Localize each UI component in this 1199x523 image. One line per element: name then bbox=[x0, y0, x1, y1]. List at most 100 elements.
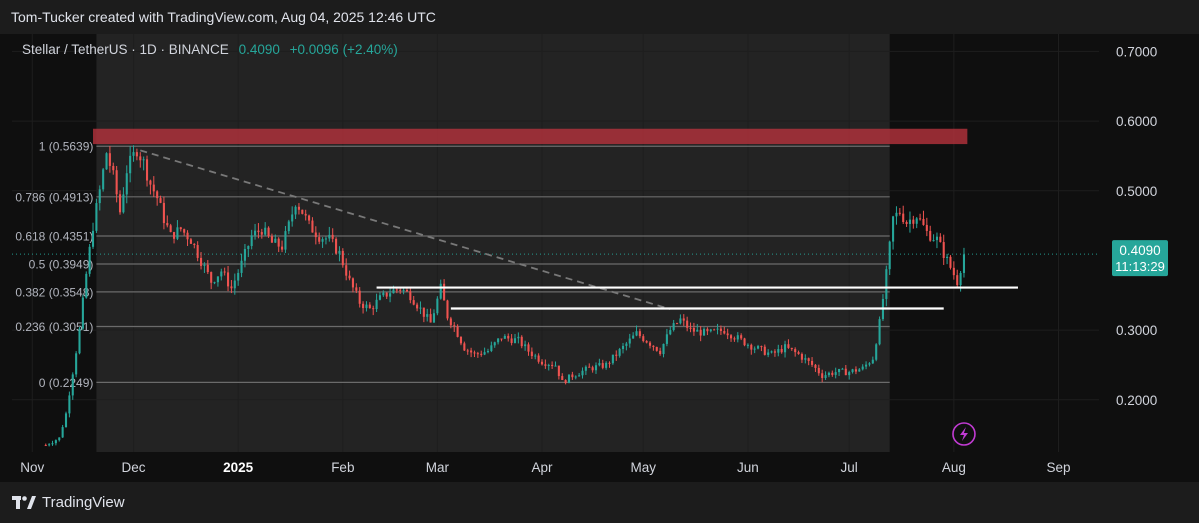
candle-body bbox=[706, 328, 709, 332]
candle-body bbox=[635, 331, 638, 336]
candle-body bbox=[699, 329, 702, 336]
candle-body bbox=[203, 264, 206, 266]
candle-body bbox=[939, 236, 942, 243]
candle-body bbox=[139, 156, 142, 161]
descending-trendline[interactable] bbox=[140, 149, 671, 311]
candle-body bbox=[270, 236, 273, 243]
candle-body bbox=[135, 152, 138, 157]
candle-body bbox=[402, 289, 405, 291]
candle-body bbox=[287, 221, 290, 232]
price-chart[interactable]: 1 (0.5639) 0.786 (0.4913) 0.618 (0.4351) 0.… bbox=[0, 34, 1199, 482]
candle-body bbox=[132, 152, 135, 156]
candle-body bbox=[510, 338, 513, 344]
candle-body bbox=[858, 369, 861, 372]
candle-body bbox=[757, 346, 760, 349]
candle-body bbox=[304, 213, 307, 216]
candle-body bbox=[48, 444, 51, 446]
fib-level-label: 0.786 (0.4913) bbox=[15, 190, 93, 204]
candle-body bbox=[412, 300, 415, 305]
candle-body bbox=[422, 307, 425, 317]
candle-body bbox=[686, 320, 689, 328]
tradingview-logo[interactable]: TradingView bbox=[12, 494, 125, 511]
candle-body bbox=[584, 366, 587, 371]
candle-body bbox=[659, 350, 662, 355]
candle-body bbox=[446, 300, 449, 319]
candle-body bbox=[767, 352, 770, 355]
candle-body bbox=[598, 363, 601, 366]
candle-body bbox=[740, 335, 743, 339]
candle-body bbox=[908, 219, 912, 224]
candle-body bbox=[750, 344, 753, 350]
candle-body bbox=[912, 219, 915, 224]
candle-body bbox=[223, 271, 226, 273]
candle-body bbox=[790, 347, 793, 350]
candle-body bbox=[527, 344, 530, 352]
candle-body bbox=[851, 369, 854, 373]
lightning-glyph bbox=[959, 427, 968, 441]
candle-body bbox=[949, 256, 952, 268]
candle-body bbox=[243, 249, 246, 261]
candle-body bbox=[264, 227, 267, 235]
candle-body bbox=[736, 335, 739, 340]
legend-symbol: Stellar / TetherUS · 1D · BINANCE bbox=[22, 42, 229, 57]
candle-body bbox=[476, 353, 479, 355]
candle-body bbox=[372, 308, 375, 310]
candle-body bbox=[942, 242, 945, 258]
time-axis-label: Aug bbox=[942, 460, 966, 475]
candle-body bbox=[905, 222, 908, 224]
candle-body bbox=[895, 212, 898, 217]
candle-body bbox=[426, 314, 429, 317]
candle-body bbox=[746, 344, 749, 346]
candle-body bbox=[176, 227, 179, 239]
candle-body bbox=[436, 298, 439, 314]
candle-body bbox=[618, 349, 621, 356]
time-axis-label: Mar bbox=[426, 460, 450, 475]
candle-body bbox=[834, 372, 837, 375]
candle-body bbox=[621, 345, 625, 350]
fib-level-label: 0 (0.2249) bbox=[39, 376, 94, 390]
candle-body bbox=[91, 230, 95, 247]
candle-body bbox=[389, 293, 392, 297]
candle-body bbox=[328, 234, 331, 239]
candle-body bbox=[189, 239, 192, 244]
price-axis-label: 0.7000 bbox=[1116, 44, 1157, 59]
resistance-zone[interactable] bbox=[93, 128, 968, 145]
candle-body bbox=[524, 344, 527, 347]
candle-body bbox=[817, 367, 820, 374]
candle-body bbox=[277, 238, 280, 247]
candle-body bbox=[652, 345, 655, 347]
candle-body bbox=[493, 342, 496, 346]
candle-body bbox=[655, 346, 658, 351]
legend-last-price: 0.4090 bbox=[238, 42, 280, 57]
candle-body bbox=[581, 370, 584, 376]
candle-body bbox=[871, 359, 874, 364]
candle-body bbox=[784, 344, 787, 353]
candle-body bbox=[838, 368, 841, 373]
candle-body bbox=[662, 343, 665, 355]
candle-body bbox=[723, 331, 726, 334]
candle-body bbox=[530, 351, 533, 357]
candle-body bbox=[557, 365, 560, 377]
candle-body bbox=[166, 223, 169, 226]
lightning-icon[interactable] bbox=[952, 422, 976, 446]
candle-body bbox=[682, 318, 685, 321]
candle-body bbox=[216, 276, 219, 283]
candle-body bbox=[419, 307, 422, 309]
candle-body bbox=[355, 287, 358, 291]
candle-body bbox=[503, 335, 506, 339]
candle-body bbox=[159, 198, 162, 203]
candle-body bbox=[517, 336, 520, 339]
candle-body bbox=[554, 365, 557, 367]
candle-body bbox=[98, 189, 101, 204]
candle-body bbox=[844, 368, 847, 376]
candle-body bbox=[486, 351, 490, 353]
candle-body bbox=[919, 218, 922, 220]
candle-body bbox=[51, 443, 54, 445]
time-axis-label: Dec bbox=[122, 460, 146, 475]
candle-body bbox=[108, 153, 111, 166]
candle-body bbox=[459, 336, 463, 344]
candle-body bbox=[311, 220, 314, 233]
candle-body bbox=[213, 282, 216, 284]
candle-body bbox=[729, 335, 733, 339]
fib-level-label: 1 (0.5639) bbox=[39, 140, 94, 154]
